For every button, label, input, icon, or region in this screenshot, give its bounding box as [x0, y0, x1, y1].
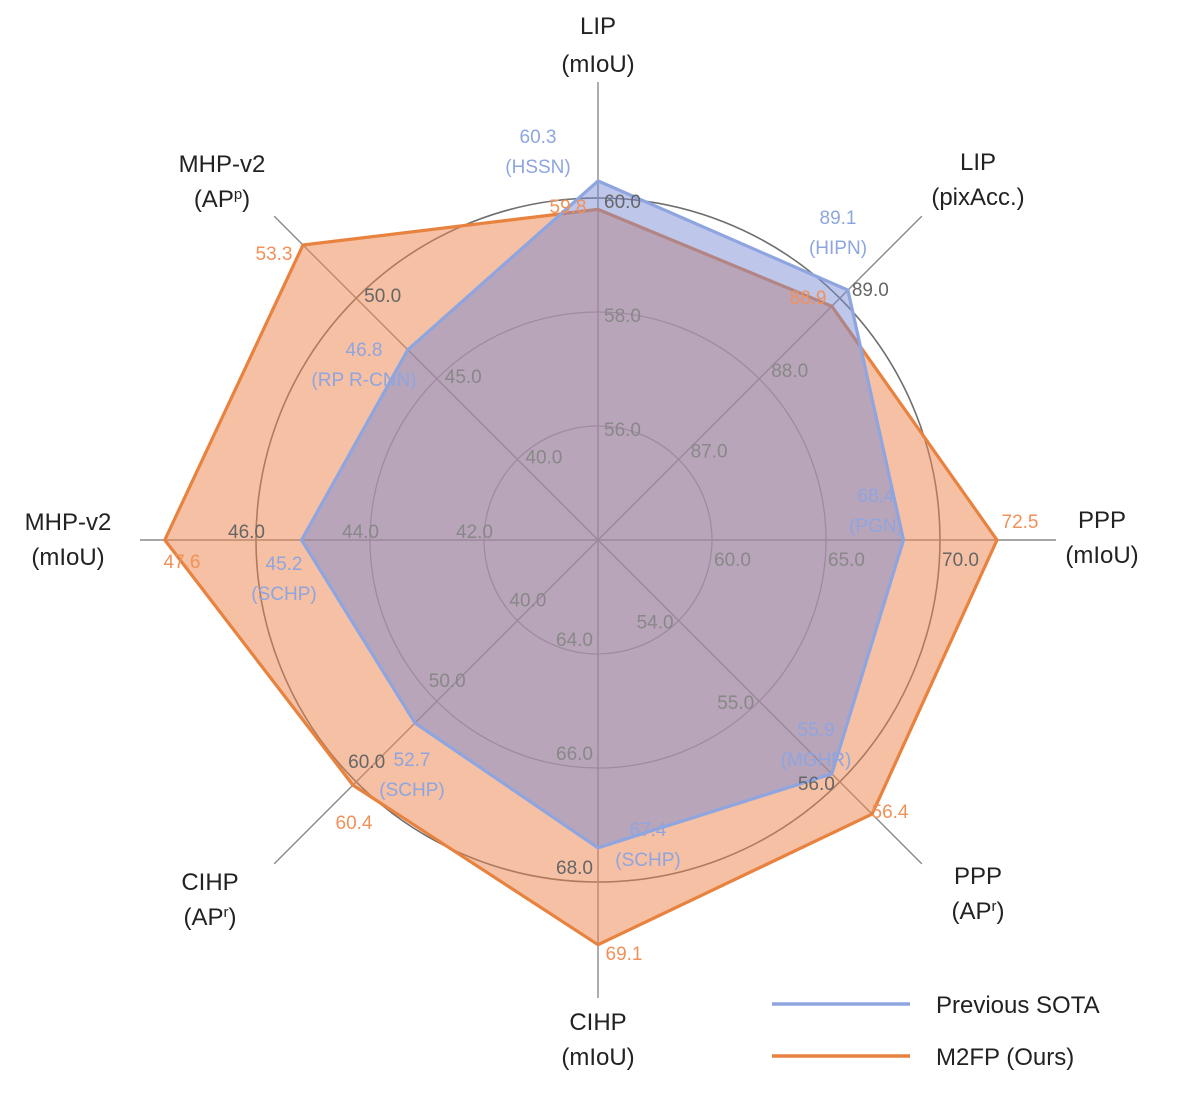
axis-label-mhp-app: MHP-v2	[179, 151, 266, 178]
tick-label-mhp-miou-2: 44.0	[342, 522, 379, 543]
axis-label-ppp-apr: PPP	[954, 863, 1002, 890]
tick-label-mhp-app-2: 45.0	[445, 367, 482, 388]
tick-label-ppp-apr-3: 56.0	[798, 774, 835, 795]
axis-label-cihp-apr: CIHP	[181, 869, 238, 896]
axis-label-ppp-miou-metric: (mIoU)	[1065, 542, 1138, 569]
prev-method-label-mhp-app: (RP R-CNN)	[311, 370, 416, 391]
tick-label-mhp-miou-3: 46.0	[228, 522, 265, 543]
tick-label-mhp-app-1: 40.0	[525, 447, 562, 468]
m2fp-value-label-cihp-miou: 69.1	[606, 944, 643, 965]
tick-label-cihp-apr-3: 60.0	[348, 752, 385, 773]
tick-label-lip-pixacc-3: 89.0	[852, 280, 889, 301]
tick-label-cihp-miou-1: 64.0	[556, 630, 593, 651]
tick-label-lip-miou-3: 60.0	[604, 192, 641, 213]
prev-method-label-lip-pixacc: (HIPN)	[809, 238, 867, 259]
prev-method-label-ppp-miou: (PGN)	[849, 516, 903, 537]
tick-label-cihp-apr-1: 40.0	[509, 591, 546, 612]
prev-method-label-mhp-miou: (SCHP)	[251, 584, 316, 605]
m2fp-value-label-mhp-app: 53.3	[256, 244, 293, 265]
axis-label-ppp-apr-metric: (APr)	[951, 898, 1004, 925]
tick-label-lip-pixacc-2: 88.0	[771, 361, 808, 382]
m2fp-labels: 59.8 88.9 72.5 56.4 69.1 60.4 47.6 53.3	[164, 197, 1039, 965]
prev-method-label-lip-miou: (HSSN)	[505, 157, 570, 178]
m2fp-value-label-ppp-miou: 72.5	[1002, 512, 1039, 533]
axis-label-lip-pixacc-metric: (pixAcc.)	[931, 184, 1024, 211]
prev-value-label-ppp-apr: 55.9	[798, 720, 835, 741]
axis-label-cihp-apr-metric: (APr)	[183, 904, 236, 931]
axis-label-lip-pixacc: LIP	[960, 149, 996, 176]
series-area-m2fp	[163, 207, 999, 947]
tick-label-lip-miou-1: 56.0	[604, 420, 641, 441]
axis-label-mhp-miou-metric: (mIoU)	[31, 544, 104, 571]
prev-value-label-cihp-miou: 67.4	[630, 820, 667, 841]
tick-label-cihp-miou-3: 68.0	[556, 858, 593, 879]
prev-value-label-ppp-miou: 68.4	[858, 486, 895, 507]
legend: Previous SOTA M2FP (Ours)	[772, 992, 1100, 1071]
axis-labels: LIP (mIoU) LIP (pixAcc.) PPP (mIoU) PPP (APr) CI…	[25, 13, 1139, 1071]
prev-method-label-ppp-apr: (MGHR)	[781, 750, 852, 771]
tick-label-mhp-app-3: 50.0	[364, 286, 401, 307]
prev-value-label-lip-pixacc: 89.1	[820, 208, 857, 229]
tick-label-ppp-miou-2: 65.0	[828, 550, 865, 571]
series-area-previous-sota	[300, 179, 906, 850]
axis-label-cihp-miou: CIHP	[569, 1009, 626, 1036]
tick-label-ppp-miou-1: 60.0	[714, 550, 751, 571]
axis-label-ppp-miou: PPP	[1078, 507, 1126, 534]
m2fp-value-label-mhp-miou: 47.6	[164, 552, 201, 573]
tick-label-cihp-apr-2: 50.0	[429, 671, 466, 692]
m2fp-value-label-lip-pixacc: 88.9	[790, 288, 827, 309]
axis-label-cihp-miou-metric: (mIoU)	[561, 1044, 634, 1071]
axis-label-mhp-miou: MHP-v2	[25, 509, 112, 536]
tick-label-lip-miou-2: 58.0	[604, 306, 641, 327]
tick-label-ppp-apr-1: 54.0	[637, 613, 674, 634]
axis-label-lip-miou: LIP	[580, 13, 616, 40]
previous-sota-labels: 60.3 (HSSN) 89.1 (HIPN) 68.4 (PGN) 55.9 (MGHR) 6…	[251, 127, 903, 871]
tick-labels: 56.0 58.0 60.0 87.0 88.0 89.0 60.0 65.0 70.0 54.0…	[228, 192, 979, 879]
tick-label-cihp-miou-2: 66.0	[556, 744, 593, 765]
m2fp-value-label-ppp-apr: 56.4	[872, 802, 909, 823]
tick-label-mhp-miou-1: 42.0	[456, 522, 493, 543]
axis-label-lip-miou-metric: (mIoU)	[561, 51, 634, 78]
tick-label-lip-pixacc-1: 87.0	[691, 441, 728, 462]
prev-value-label-cihp-apr: 52.7	[394, 750, 431, 771]
tick-label-ppp-apr-2: 55.0	[717, 693, 754, 714]
tick-label-ppp-miou-3: 70.0	[942, 550, 979, 571]
legend-label-previous-sota: Previous SOTA	[936, 992, 1100, 1019]
prev-method-label-cihp-miou: (SCHP)	[615, 850, 680, 871]
legend-label-m2fp: M2FP (Ours)	[936, 1044, 1074, 1071]
m2fp-value-label-cihp-apr: 60.4	[336, 813, 373, 834]
prev-value-label-mhp-miou: 45.2	[266, 554, 303, 575]
m2fp-value-label-lip-miou: 59.8	[550, 197, 587, 218]
prev-value-label-lip-miou: 60.3	[520, 127, 557, 148]
prev-value-label-mhp-app: 46.8	[346, 340, 383, 361]
prev-method-label-cihp-apr: (SCHP)	[379, 780, 444, 801]
axis-label-mhp-app-metric: (APp)	[194, 186, 250, 213]
